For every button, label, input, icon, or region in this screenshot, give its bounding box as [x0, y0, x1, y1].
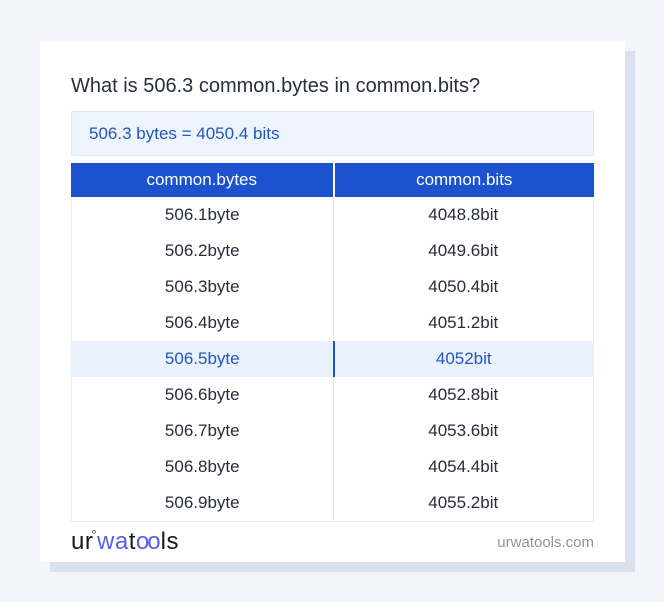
- bits-cell[interactable]: 4053.6bit: [332, 413, 594, 449]
- logo-degree-icon: °: [91, 527, 98, 542]
- urwatools-logo[interactable]: ur°watools: [71, 528, 179, 556]
- bits-cell[interactable]: 4055.2bit: [332, 485, 594, 521]
- table-row[interactable]: 506.2byte 4049.6bit: [72, 233, 593, 269]
- bytes-cell[interactable]: 506.3byte: [164, 277, 240, 296]
- page-title: What is 506.3 common.bytes in common.bit…: [71, 75, 481, 97]
- table-row[interactable]: 506.8byte 4054.4bit: [72, 449, 593, 485]
- card-footer: ur°watools urwatools.com: [71, 522, 594, 562]
- logo-text-dark-1: ur: [71, 528, 94, 555]
- bits-cell[interactable]: 4048.8bit: [332, 197, 594, 233]
- logo-glasses-icon: oo: [135, 528, 161, 555]
- table-row[interactable]: 506.7byte 4053.6bit: [72, 413, 593, 449]
- table-row[interactable]: 506.9byte 4055.2bit: [72, 485, 593, 521]
- table-row[interactable]: 506.1byte 4048.8bit: [72, 197, 593, 233]
- bits-cell[interactable]: 4054.4bit: [332, 449, 594, 485]
- bytes-cell[interactable]: 506.1byte: [164, 205, 240, 224]
- conversion-result-text: 506.3 bytes = 4050.4 bits: [89, 123, 280, 143]
- table-row[interactable]: 506.6byte 4052.8bit: [72, 377, 593, 413]
- conversion-result-box: 506.3 bytes = 4050.4 bits: [71, 111, 594, 156]
- logo-text-dark-2: t: [128, 528, 136, 555]
- bytes-cell[interactable]: 506.2byte: [164, 241, 240, 260]
- bits-cell[interactable]: 4051.2bit: [332, 305, 594, 341]
- column-header-bytes: common.bytes: [146, 170, 258, 189]
- table-row[interactable]: 506.3byte 4050.4bit: [72, 269, 593, 305]
- bytes-cell[interactable]: 506.7byte: [164, 421, 240, 440]
- bits-cell[interactable]: 4050.4bit: [332, 269, 594, 305]
- logo-text-dark-3: ls: [160, 528, 179, 555]
- bits-cell[interactable]: 4052.8bit: [332, 377, 594, 413]
- bytes-cell[interactable]: 506.6byte: [164, 385, 240, 404]
- column-header-bits: common.bits: [332, 163, 595, 197]
- converter-card: What is 506.3 common.bytes in common.bit…: [40, 41, 625, 562]
- table-header-row: common.bytes common.bits: [71, 163, 594, 197]
- bits-cell[interactable]: 4049.6bit: [332, 233, 594, 269]
- bytes-cell[interactable]: 506.4byte: [164, 313, 240, 332]
- table-row[interactable]: 506.5byte 4052bit: [72, 341, 593, 377]
- conversion-table: common.bytes common.bits 506.1byte 4048.…: [71, 163, 594, 522]
- site-domain-text: urwatools.com: [497, 533, 594, 551]
- table-body: 506.1byte 4048.8bit 506.2byte 4049.6bit …: [72, 197, 593, 521]
- logo-text-blue-1: wa: [97, 528, 129, 555]
- bytes-cell[interactable]: 506.5byte: [164, 349, 240, 368]
- bytes-cell[interactable]: 506.8byte: [164, 457, 240, 476]
- bytes-cell[interactable]: 506.9byte: [164, 493, 240, 512]
- bits-cell[interactable]: 4052bit: [332, 341, 594, 377]
- table-row[interactable]: 506.4byte 4051.2bit: [72, 305, 593, 341]
